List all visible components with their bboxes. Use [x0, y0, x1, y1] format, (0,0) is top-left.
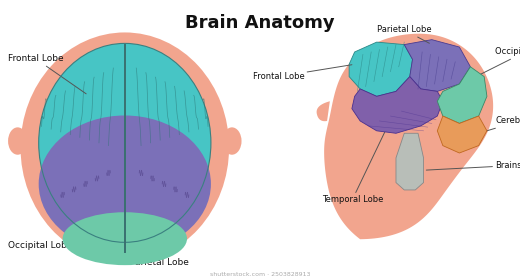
Polygon shape	[317, 101, 330, 121]
Polygon shape	[396, 133, 423, 190]
Polygon shape	[437, 67, 487, 123]
Text: Brain Anatomy: Brain Anatomy	[185, 14, 335, 32]
Text: Occipital Lobe: Occipital Lobe	[8, 237, 92, 251]
Polygon shape	[349, 42, 412, 96]
Ellipse shape	[8, 127, 27, 155]
Polygon shape	[324, 34, 493, 239]
Text: Occipital Lobe: Occipital Lobe	[478, 48, 520, 75]
Text: Cerebellum: Cerebellum	[482, 116, 520, 132]
Ellipse shape	[38, 115, 211, 252]
Text: Parietal Lobe: Parietal Lobe	[129, 194, 188, 267]
Ellipse shape	[223, 127, 241, 155]
Ellipse shape	[62, 212, 187, 265]
Text: Parietal Lobe: Parietal Lobe	[376, 25, 431, 43]
Polygon shape	[404, 40, 471, 91]
Ellipse shape	[38, 43, 211, 242]
Text: Brainstem: Brainstem	[426, 161, 520, 170]
Text: Frontal Lobe: Frontal Lobe	[253, 65, 352, 81]
Polygon shape	[437, 116, 487, 153]
Text: Temporal Lobe: Temporal Lobe	[321, 129, 386, 204]
Ellipse shape	[20, 32, 229, 262]
Polygon shape	[352, 77, 443, 133]
Text: shutterstock.com · 2503828913: shutterstock.com · 2503828913	[210, 272, 310, 277]
Text: Frontal Lobe: Frontal Lobe	[8, 54, 86, 94]
